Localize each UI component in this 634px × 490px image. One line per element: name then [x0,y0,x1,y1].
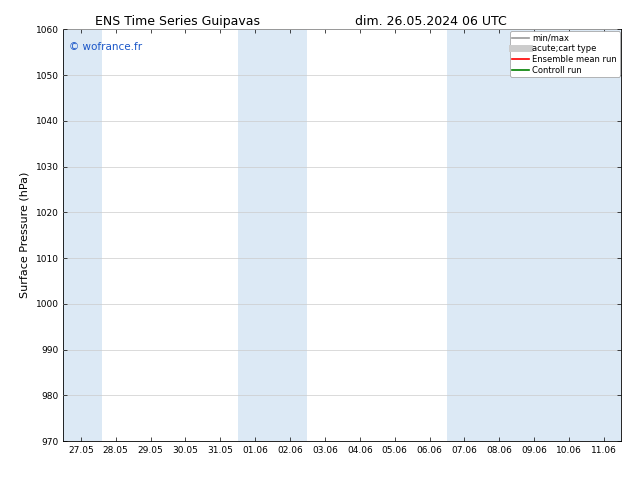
Bar [482,29,621,441]
Bar [63,29,101,441]
Legend: min/max, acute;cart type, Ensemble mean run, Controll run: min/max, acute;cart type, Ensemble mean … [510,31,619,77]
Text: © wofrance.fr: © wofrance.fr [69,42,142,52]
Text: ENS Time Series Guipavas: ENS Time Series Guipavas [95,15,260,28]
Y-axis label: Surface Pressure (hPa): Surface Pressure (hPa) [20,172,30,298]
Text: dim. 26.05.2024 06 UTC: dim. 26.05.2024 06 UTC [355,15,507,28]
Bar [238,29,307,441]
Bar [447,29,482,441]
